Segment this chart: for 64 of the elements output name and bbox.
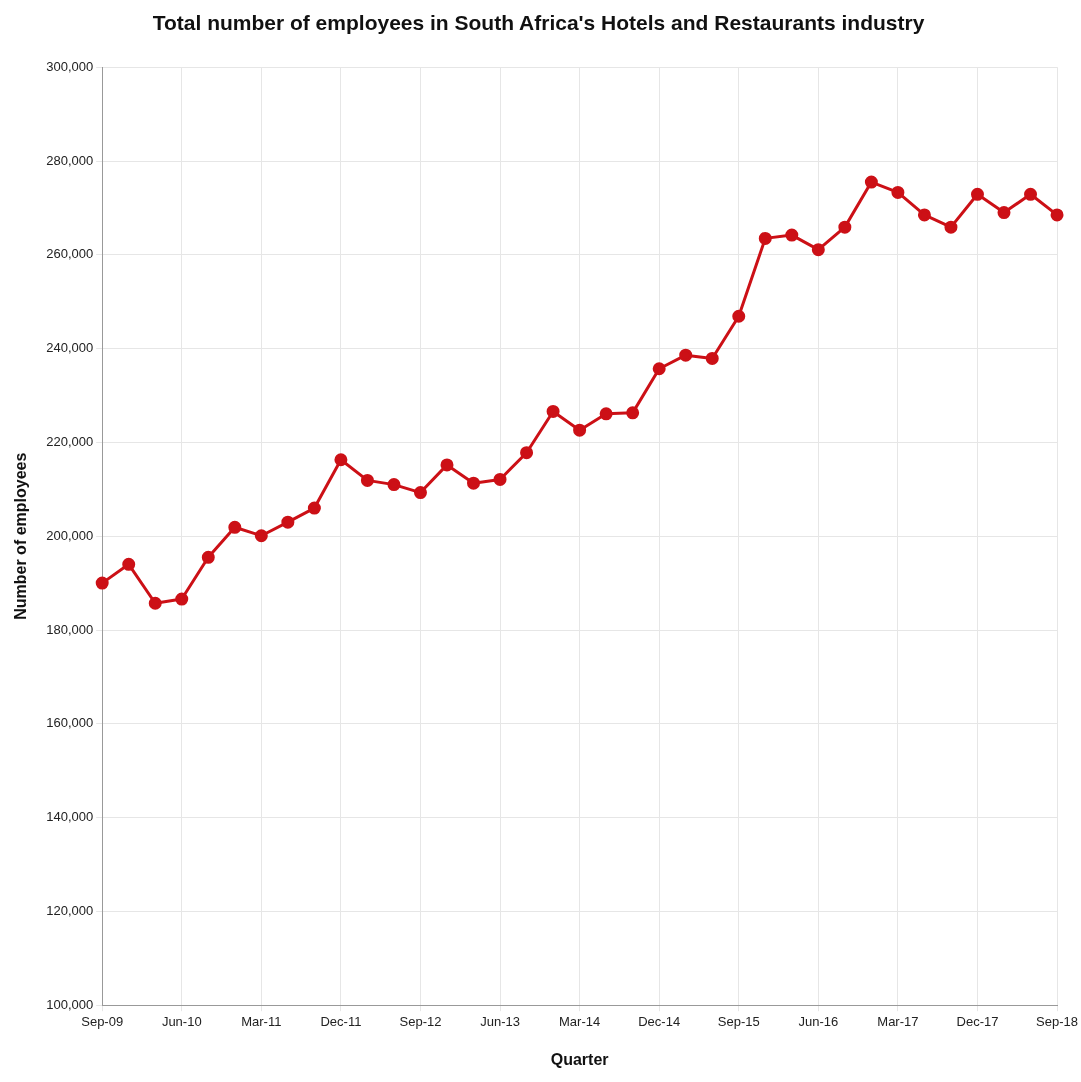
x-tick-label: Sep-12 <box>399 1013 442 1029</box>
x-tick-label: Sep-15 <box>717 1013 760 1029</box>
point <box>493 472 507 486</box>
point <box>467 476 481 490</box>
y-tick-label: 300,000 <box>46 58 94 74</box>
point <box>228 520 242 534</box>
y-tick-label: 280,000 <box>46 152 94 168</box>
point <box>175 592 189 606</box>
x-tick-label: Dec-11 <box>320 1013 362 1029</box>
x-tick-label: Mar-11 <box>241 1013 282 1029</box>
point <box>811 243 825 257</box>
y-tick-label: 200,000 <box>46 527 94 543</box>
point <box>573 423 587 437</box>
point <box>599 407 613 421</box>
point <box>785 228 799 242</box>
y-tick-label: 260,000 <box>46 246 94 262</box>
y-tick-label: 240,000 <box>46 340 94 356</box>
x-tick-label: Sep-18 <box>1036 1013 1078 1029</box>
point <box>652 362 666 376</box>
point <box>732 309 746 323</box>
point <box>387 478 401 492</box>
y-tick-label: 220,000 <box>46 433 94 449</box>
x-tick-label: Jun-16 <box>798 1013 839 1029</box>
point <box>758 231 772 245</box>
point <box>360 473 374 487</box>
point <box>440 458 454 472</box>
x-tick-label: Mar-17 <box>877 1013 919 1029</box>
y-tick-label: 160,000 <box>46 715 94 731</box>
y-tick-label: 180,000 <box>46 621 94 637</box>
point <box>626 406 640 420</box>
x-tick-label: Jun-13 <box>480 1013 520 1029</box>
point <box>944 220 958 234</box>
point <box>546 404 560 418</box>
point <box>520 446 534 460</box>
point <box>413 486 427 500</box>
point <box>970 187 984 201</box>
point <box>254 529 268 543</box>
chart-title: Total number of employees in South Africa's Hotels and Restaurants industry <box>152 11 925 35</box>
point <box>1024 187 1038 201</box>
point <box>705 351 719 365</box>
x-tick-label: Dec-17 <box>956 1013 999 1029</box>
point <box>997 206 1011 220</box>
point <box>95 576 109 590</box>
point <box>891 185 905 199</box>
y-axis-title: Number of employees <box>12 452 30 620</box>
point <box>864 175 878 189</box>
point <box>201 550 215 564</box>
x-tick-label: Jun-10 <box>161 1013 202 1029</box>
point <box>334 453 348 467</box>
point <box>307 501 321 515</box>
x-tick-label: Sep-09 <box>81 1013 124 1029</box>
x-axis-title: Quarter <box>550 1050 609 1068</box>
y-tick-label: 120,000 <box>46 902 94 918</box>
point <box>281 515 295 529</box>
y-tick-label: 140,000 <box>46 809 94 825</box>
point <box>148 596 162 610</box>
y-tick-label: 100,000 <box>46 996 94 1012</box>
point <box>122 557 136 571</box>
x-tick-label: Dec-14 <box>638 1013 681 1029</box>
point <box>679 348 693 362</box>
point <box>1050 208 1064 222</box>
x-tick-label: Mar-14 <box>559 1013 601 1029</box>
point <box>838 220 852 234</box>
point <box>917 208 931 222</box>
